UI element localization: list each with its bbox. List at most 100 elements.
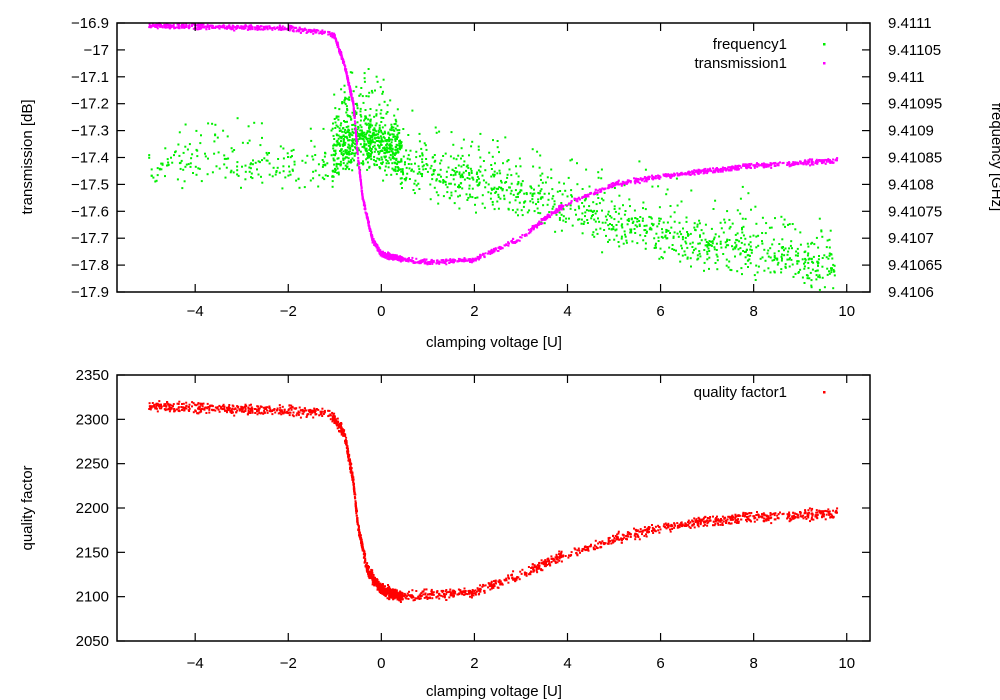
data-point	[720, 168, 723, 171]
data-point	[782, 161, 785, 164]
data-point	[821, 257, 824, 259]
data-point	[236, 161, 239, 164]
data-point	[383, 253, 386, 256]
data-point	[531, 225, 534, 228]
data-point	[281, 187, 284, 190]
data-point	[343, 120, 345, 122]
data-point	[150, 25, 153, 28]
data-point	[414, 179, 417, 182]
data-point	[776, 258, 779, 261]
data-point	[444, 259, 447, 262]
data-point	[360, 129, 363, 132]
data-point	[387, 131, 390, 134]
data-point	[205, 28, 208, 31]
data-point	[663, 523, 666, 526]
data-point	[676, 172, 679, 175]
data-point	[426, 261, 429, 264]
data-point	[705, 244, 708, 247]
data-point	[494, 162, 496, 165]
data-point	[735, 244, 738, 247]
data-point	[394, 170, 397, 173]
data-point	[356, 146, 359, 149]
data-point	[467, 196, 470, 199]
data-point	[613, 218, 616, 221]
data-point	[342, 144, 345, 147]
data-point	[781, 247, 784, 250]
data-point	[166, 164, 168, 167]
data-point	[807, 162, 810, 165]
data-point	[569, 159, 572, 162]
data-point	[597, 217, 599, 220]
data-point	[498, 186, 501, 189]
data-point	[512, 193, 515, 196]
data-point	[460, 157, 462, 160]
data-point	[185, 401, 188, 404]
data-point	[799, 162, 802, 165]
data-point	[673, 174, 676, 177]
data-point	[332, 144, 335, 147]
data-point	[466, 177, 469, 179]
data-point	[458, 186, 461, 189]
data-point	[676, 522, 679, 525]
data-point	[213, 140, 216, 143]
data-point	[804, 257, 807, 260]
data-point	[314, 30, 316, 33]
data-point	[531, 148, 534, 151]
data-point	[600, 188, 603, 191]
data-point	[711, 242, 714, 245]
data-point	[734, 233, 737, 236]
data-point	[356, 107, 359, 110]
data-point	[702, 172, 705, 175]
data-point	[302, 28, 305, 31]
data-point	[629, 181, 632, 184]
data-point	[639, 234, 642, 237]
data-point	[342, 127, 345, 129]
data-point	[698, 242, 701, 245]
data-point	[723, 218, 726, 221]
data-point	[342, 60, 345, 63]
data-point	[463, 260, 466, 263]
data-point	[554, 211, 557, 214]
data-point	[727, 244, 730, 247]
data-point	[197, 23, 200, 26]
data-point	[521, 180, 524, 183]
data-point	[348, 115, 351, 117]
data-point	[611, 185, 614, 188]
data-point	[620, 184, 623, 187]
data-point	[423, 258, 426, 261]
data-point	[503, 194, 506, 197]
data-point	[378, 145, 381, 148]
data-point	[493, 173, 496, 176]
data-point	[699, 234, 701, 237]
data-point	[493, 170, 496, 173]
data-point	[342, 159, 345, 162]
data-point	[613, 540, 616, 543]
data-point	[401, 187, 403, 189]
data-point	[773, 252, 776, 255]
data-point	[277, 158, 280, 160]
data-point	[540, 178, 542, 181]
data-point	[382, 78, 385, 81]
data-point	[676, 232, 679, 235]
data-point	[301, 159, 304, 162]
data-point	[478, 183, 481, 186]
data-point	[376, 80, 379, 83]
data-point	[186, 148, 189, 151]
data-point	[773, 258, 776, 261]
data-point	[371, 138, 374, 141]
data-point	[720, 246, 723, 249]
data-point	[198, 27, 201, 30]
data-point	[773, 254, 776, 257]
x-tick-label: 10	[838, 303, 855, 320]
data-point	[240, 186, 242, 189]
data-point	[413, 192, 416, 195]
data-point	[638, 178, 641, 181]
data-point	[398, 257, 400, 260]
data-point	[155, 26, 158, 29]
data-point	[525, 234, 528, 237]
data-point	[251, 177, 254, 180]
data-point	[677, 235, 680, 238]
data-point	[664, 234, 667, 237]
data-point	[811, 161, 814, 163]
data-point	[645, 224, 648, 227]
